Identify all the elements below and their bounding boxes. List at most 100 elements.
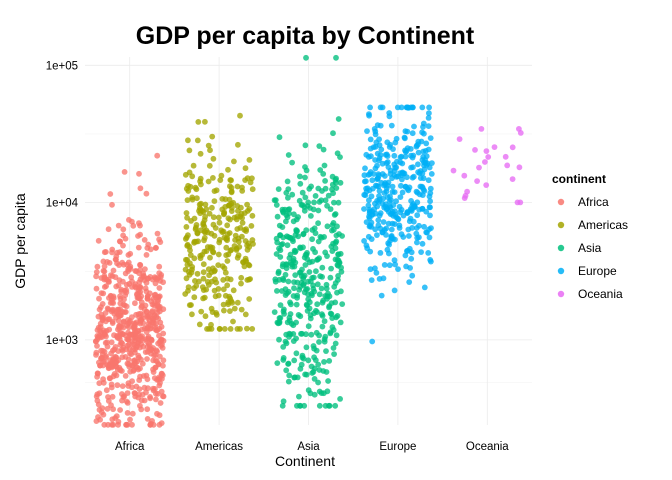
data-point	[331, 283, 338, 290]
data-point	[100, 376, 106, 383]
data-point	[411, 123, 417, 130]
data-point	[112, 415, 118, 421]
data-point	[395, 266, 401, 272]
data-point	[414, 234, 421, 241]
legend-key-americas	[557, 221, 565, 229]
data-point	[482, 159, 488, 165]
data-point	[389, 183, 396, 190]
series-oceania	[450, 125, 524, 206]
data-point	[273, 202, 280, 208]
data-point	[282, 271, 289, 278]
data-point	[302, 262, 309, 268]
data-point	[238, 280, 244, 287]
series-asia	[271, 54, 346, 409]
data-point	[103, 249, 109, 255]
data-point	[224, 258, 231, 264]
data-point	[318, 390, 325, 396]
data-point	[143, 190, 150, 197]
data-point	[293, 319, 299, 326]
data-point	[396, 203, 403, 210]
data-point	[308, 331, 315, 338]
data-point	[231, 305, 238, 312]
data-point	[137, 284, 144, 291]
data-point	[384, 139, 391, 146]
data-point	[117, 293, 123, 300]
legend-label-oceania: Oceania	[578, 287, 623, 301]
data-point	[339, 301, 346, 307]
data-point	[211, 198, 218, 205]
data-point	[309, 258, 316, 265]
data-point	[274, 213, 281, 220]
data-point	[377, 122, 384, 129]
data-point	[276, 336, 282, 343]
data-point	[120, 226, 127, 233]
data-point	[238, 306, 245, 313]
data-point	[131, 357, 138, 364]
data-point	[122, 373, 129, 379]
data-point	[93, 273, 99, 280]
data-point	[391, 152, 398, 159]
data-point	[398, 104, 405, 111]
data-point	[328, 311, 335, 317]
data-point	[286, 372, 293, 379]
data-point	[483, 148, 490, 155]
data-point	[419, 104, 426, 111]
data-point	[129, 410, 136, 417]
data-point	[322, 197, 329, 204]
data-point	[306, 305, 313, 312]
data-point	[124, 410, 131, 416]
data-point	[156, 263, 163, 270]
data-point	[125, 320, 132, 327]
data-point	[114, 334, 120, 340]
data-point	[215, 286, 222, 292]
data-point	[407, 215, 414, 222]
data-point	[312, 249, 318, 256]
data-point	[151, 302, 158, 309]
data-point	[379, 104, 386, 111]
data-point	[322, 402, 329, 409]
data-point	[316, 402, 323, 409]
data-point	[298, 361, 305, 368]
data-point	[509, 144, 516, 151]
data-point	[416, 222, 422, 229]
data-point	[207, 254, 213, 261]
data-point	[93, 393, 100, 400]
data-point	[293, 335, 299, 342]
data-point	[143, 252, 150, 258]
data-point	[303, 167, 310, 174]
data-point	[234, 183, 241, 190]
data-point	[159, 345, 166, 351]
data-point	[119, 346, 125, 353]
data-point	[378, 292, 385, 299]
data-point	[184, 214, 191, 221]
data-point	[157, 239, 164, 246]
data-point	[335, 262, 341, 269]
data-point	[209, 204, 215, 211]
data-point	[427, 185, 434, 192]
data-point	[153, 245, 159, 251]
data-point	[324, 388, 331, 395]
legend-key-oceania	[557, 290, 565, 298]
legend-label-americas: Americas	[578, 218, 628, 232]
data-point	[426, 234, 433, 241]
data-point	[196, 321, 203, 328]
data-point	[241, 263, 248, 270]
data-point	[321, 338, 328, 345]
data-point	[294, 402, 300, 409]
data-point	[109, 393, 116, 400]
data-point	[419, 240, 426, 247]
data-point	[117, 407, 123, 413]
data-point	[311, 225, 318, 232]
data-point	[197, 252, 204, 259]
data-point	[124, 390, 131, 396]
data-point	[143, 372, 150, 379]
data-point	[117, 367, 124, 374]
data-point	[421, 223, 427, 230]
data-point	[207, 244, 214, 250]
data-point	[325, 378, 331, 384]
data-point	[126, 350, 133, 357]
data-point	[198, 308, 205, 315]
data-point	[296, 197, 303, 204]
data-point	[221, 307, 227, 314]
data-point	[426, 193, 433, 200]
